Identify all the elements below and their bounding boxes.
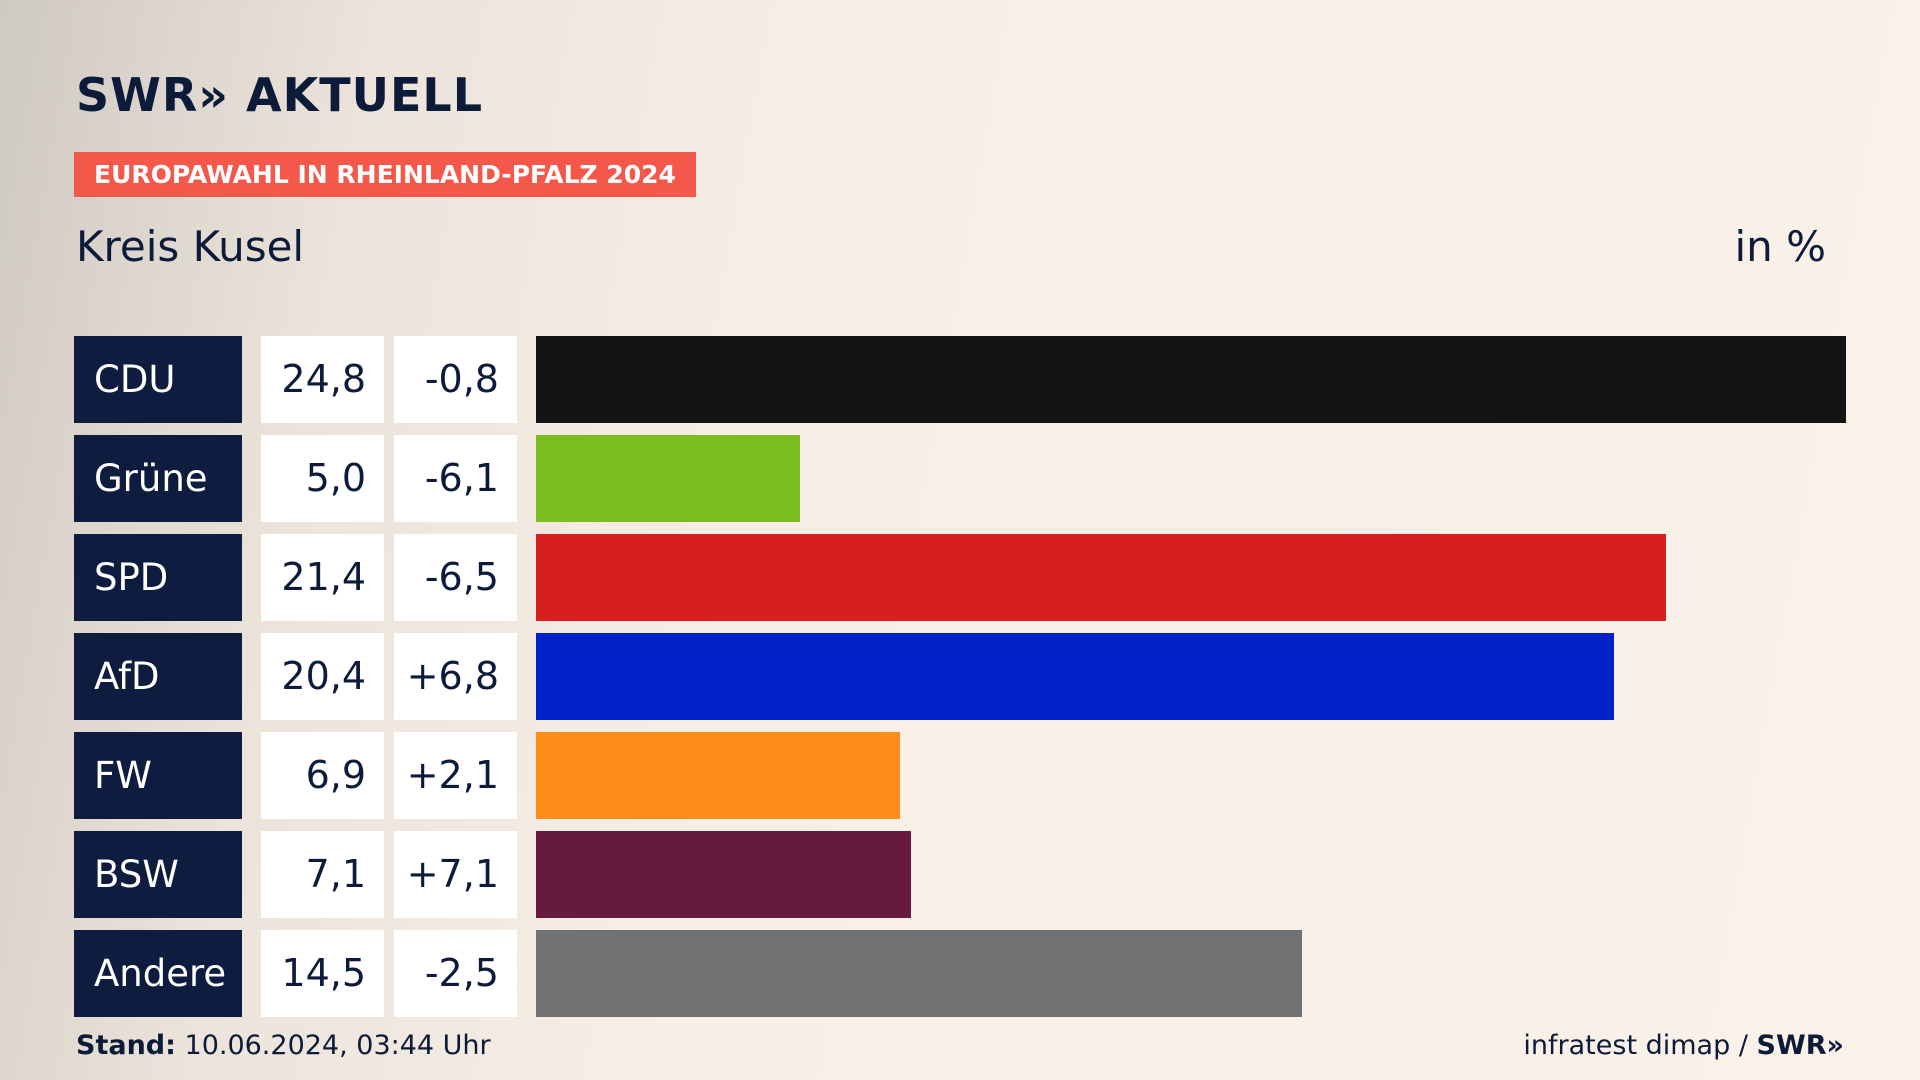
chart-row: Grüne 5,0 -6,1 bbox=[74, 435, 1846, 522]
chart-row: FW 6,9 +2,1 bbox=[74, 732, 1846, 819]
vote-share-label: 7,1 bbox=[261, 831, 384, 918]
party-label: BSW bbox=[74, 831, 242, 918]
party-label: FW bbox=[74, 732, 242, 819]
bar-cdu bbox=[536, 336, 1846, 423]
source-text: infratest dimap / bbox=[1523, 1030, 1748, 1061]
bar-bsw bbox=[536, 831, 911, 918]
timestamp: Stand: 10.06.2024, 03:44 Uhr bbox=[76, 1030, 491, 1061]
party-label: Andere bbox=[74, 930, 242, 1017]
vote-share-label: 20,4 bbox=[261, 633, 384, 720]
bar-grüne bbox=[536, 435, 800, 522]
unit-label: in % bbox=[1734, 222, 1826, 271]
stand-value: 10.06.2024, 03:44 Uhr bbox=[184, 1030, 491, 1061]
change-label: +2,1 bbox=[394, 732, 517, 819]
vote-share-label: 14,5 bbox=[261, 930, 384, 1017]
vote-share-label: 6,9 bbox=[261, 732, 384, 819]
party-label: Grüne bbox=[74, 435, 242, 522]
change-label: +6,8 bbox=[394, 633, 517, 720]
party-label: CDU bbox=[74, 336, 242, 423]
change-label: -6,1 bbox=[394, 435, 517, 522]
party-label: AfD bbox=[74, 633, 242, 720]
chart-subtitle: Kreis Kusel bbox=[76, 222, 305, 271]
chart-row: BSW 7,1 +7,1 bbox=[74, 831, 1846, 918]
change-label: -2,5 bbox=[394, 930, 517, 1017]
chart-row: AfD 20,4 +6,8 bbox=[74, 633, 1846, 720]
change-label: -0,8 bbox=[394, 336, 517, 423]
change-label: -6,5 bbox=[394, 534, 517, 621]
change-label: +7,1 bbox=[394, 831, 517, 918]
election-banner: EUROPAWAHL IN RHEINLAND-PFALZ 2024 bbox=[74, 152, 696, 197]
bar-fw bbox=[536, 732, 900, 819]
vote-share-label: 21,4 bbox=[261, 534, 384, 621]
source-credit: infratest dimap / SWR» bbox=[1523, 1030, 1844, 1061]
vote-share-label: 5,0 bbox=[261, 435, 384, 522]
stand-label: Stand: bbox=[76, 1030, 176, 1061]
bar-andere bbox=[536, 930, 1302, 1017]
bar-afd bbox=[536, 633, 1614, 720]
swr-footer-logo: SWR» bbox=[1756, 1030, 1844, 1061]
chart-row: Andere 14,5 -2,5 bbox=[74, 930, 1846, 1017]
chart-row: CDU 24,8 -0,8 bbox=[74, 336, 1846, 423]
chart-row: SPD 21,4 -6,5 bbox=[74, 534, 1846, 621]
vote-share-label: 24,8 bbox=[261, 336, 384, 423]
bar-spd bbox=[536, 534, 1666, 621]
party-label: SPD bbox=[74, 534, 242, 621]
swr-aktuell-logo: SWR» AKTUELL bbox=[76, 68, 484, 122]
